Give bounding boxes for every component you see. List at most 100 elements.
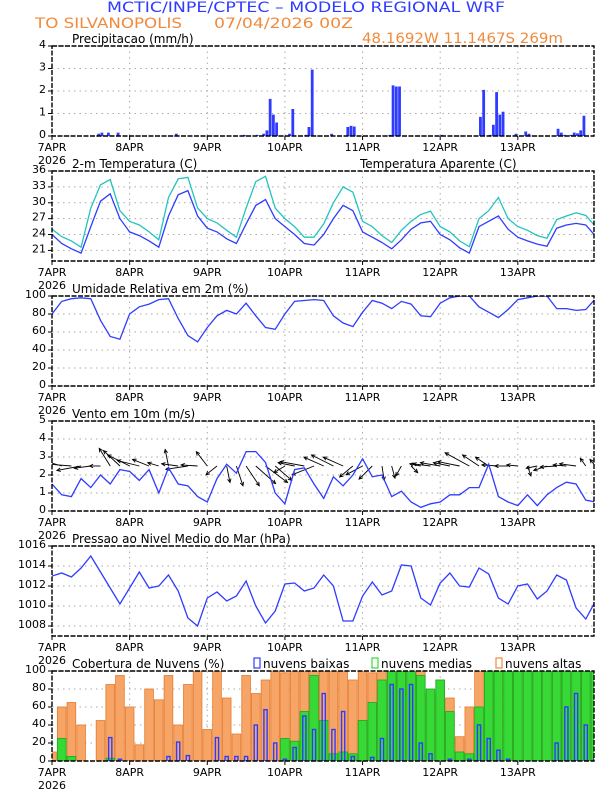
- wind-arrow: [164, 449, 169, 467]
- legend-swatch: [253, 657, 261, 669]
- precip-bar: [271, 114, 275, 136]
- precip-bar: [524, 131, 528, 136]
- cloud-low-bar: [418, 742, 424, 761]
- wind-arrow-head: [116, 459, 122, 464]
- cloud-high-bar: [154, 699, 164, 761]
- y-tick-label: 80: [32, 681, 46, 694]
- cloud-mid-bar: [561, 671, 572, 761]
- cloud-mid-bar: [532, 671, 543, 761]
- x-tick-label: 12APR: [422, 391, 458, 404]
- wind-arrow: [74, 465, 91, 469]
- precip-bar: [501, 111, 505, 136]
- precip-bar: [352, 126, 356, 136]
- cloud-high-bar: [212, 671, 222, 761]
- y-tick-label: 1: [39, 106, 46, 119]
- cloud-high-bar: [251, 693, 261, 761]
- cloud-mid-bar: [318, 720, 329, 761]
- cloud-high-bar: [348, 679, 358, 761]
- plot-frame: [51, 670, 595, 762]
- panel-3: 0 1 2 3 4 5 7APR 8APR 9APR 10APR 11APR 12APR 13APR 20…: [38, 407, 595, 542]
- wind-arrow: [195, 451, 208, 467]
- precip-bar: [265, 130, 269, 136]
- apparent-temperature-line: [52, 175, 594, 249]
- cloud-mid-bar: [435, 679, 445, 761]
- cloud-mid-bar: [571, 671, 581, 761]
- header-location: TO SILVANOPOLIS: [34, 16, 182, 32]
- wind-arrow: [559, 463, 577, 467]
- y-tick-label: 30: [32, 195, 46, 208]
- cloud-low-bar: [564, 706, 569, 761]
- wind-arrow-head: [408, 462, 414, 467]
- precip-bar: [106, 132, 110, 136]
- x-tick-label: 8APR: [115, 266, 144, 279]
- wind-arrow-head: [419, 461, 425, 466]
- wind-arrow: [245, 465, 260, 487]
- wind-arrow-head: [358, 475, 363, 480]
- legend-label: nuvens altas: [505, 657, 581, 671]
- panel-0: 0 1 2 3 4 7APR 8APR 9APR 10APR 11APR 12APR 13APR 202…: [38, 32, 595, 167]
- y-tick-label: 0: [39, 503, 46, 516]
- wind-arrow-head: [160, 462, 166, 467]
- cloud-high-bar: [221, 697, 232, 761]
- wind-arrow-head: [310, 454, 316, 459]
- plot-area: [52, 671, 594, 761]
- y-tick-label: 3: [39, 449, 46, 462]
- cloud-low-bar: [117, 758, 123, 761]
- cloud-low-bar: [253, 724, 259, 761]
- wind-arrow: [280, 461, 305, 467]
- precip-bar: [262, 133, 266, 136]
- precip-bar: [97, 133, 101, 136]
- wind-arrow-head: [525, 465, 531, 470]
- wind-arrow: [181, 464, 198, 467]
- cloud-low-bar: [505, 758, 511, 761]
- wind-arrow: [444, 452, 470, 467]
- wind-arrow: [278, 462, 295, 467]
- y-tick-label: 0: [39, 753, 46, 766]
- wind-arrow-head: [539, 464, 545, 470]
- cloud-low-bar: [272, 742, 278, 761]
- wind-arrow-head: [480, 462, 486, 468]
- wind-arrow: [103, 450, 121, 467]
- plot-area: [52, 554, 594, 628]
- cloud-high-bar: [52, 751, 57, 761]
- y-tick-label: 1014: [18, 558, 46, 571]
- cloud-low-bar: [583, 724, 589, 761]
- x-tick-label: 8APR: [115, 641, 144, 654]
- cloud-low-bar: [234, 755, 239, 761]
- x-tick-label: 11APR: [345, 516, 381, 529]
- cloud-low-bar: [408, 683, 414, 761]
- cloud-low-bar: [369, 756, 375, 761]
- wind-arrow-head: [73, 465, 79, 470]
- y-tick-label: 0: [39, 128, 46, 141]
- x-tick-label: 13APR: [500, 141, 536, 154]
- wind-arrow: [475, 456, 489, 467]
- wind-arrow: [98, 448, 111, 467]
- cloud-mid-bar: [464, 753, 475, 761]
- precip-bar: [479, 116, 482, 136]
- precip-bar: [310, 69, 314, 136]
- cloud-low-bar: [554, 742, 559, 761]
- panel-title: Pressao ao Nivel Medio do Mar (hPa): [72, 532, 291, 546]
- cloud-mid-bar: [386, 671, 397, 761]
- cloud-high-bar: [328, 671, 339, 761]
- wind-arrow: [540, 465, 557, 468]
- wind-arrow: [255, 465, 276, 484]
- wind-arrow-head: [205, 470, 210, 476]
- wind-arrow-head: [532, 467, 538, 472]
- x-tick-label: 7APR: [38, 391, 67, 404]
- x-tick-label: 13APR: [500, 266, 536, 279]
- precip-bar: [559, 132, 563, 136]
- y-tick-label: 5: [39, 413, 46, 426]
- wind-arrow-head: [461, 454, 467, 459]
- cloud-mid-bar: [522, 671, 533, 761]
- wind-arrow-head: [180, 462, 185, 468]
- plot-area: [52, 175, 594, 255]
- wind-arrow-head: [302, 456, 308, 461]
- x-tick-label: 12APR: [422, 516, 458, 529]
- wind-arrow-head: [345, 471, 351, 476]
- cloud-mid-bar: [425, 688, 436, 761]
- y-tick-label: 2: [39, 467, 46, 480]
- precip-bar: [394, 86, 398, 136]
- series-line: [52, 554, 594, 628]
